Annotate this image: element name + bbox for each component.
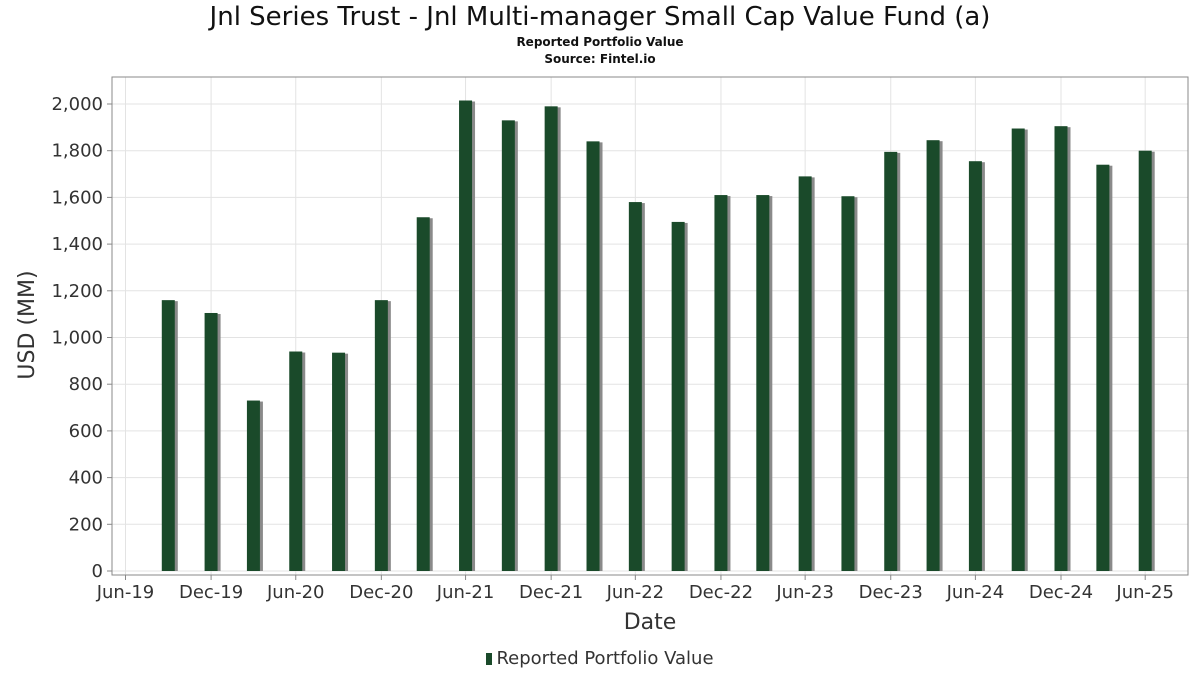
x-tick-label: Dec-20 bbox=[349, 582, 413, 603]
chart-subtitle: Reported Portfolio Value bbox=[516, 35, 684, 49]
bar bbox=[459, 100, 473, 571]
x-tick-label: Jun-22 bbox=[606, 582, 665, 603]
plot-area bbox=[111, 76, 1189, 576]
bar bbox=[671, 221, 685, 572]
bar bbox=[586, 141, 600, 572]
y-tick-label: 1,400 bbox=[51, 234, 103, 255]
bar bbox=[756, 195, 770, 571]
x-tick-label: Dec-22 bbox=[689, 582, 753, 603]
y-tick-label: 1,800 bbox=[51, 141, 103, 162]
legend-swatch bbox=[486, 653, 493, 665]
bar bbox=[1054, 126, 1068, 572]
bar bbox=[968, 161, 982, 571]
y-tick-label: 1,600 bbox=[51, 187, 103, 208]
bar bbox=[332, 352, 346, 571]
legend-label: Reported Portfolio Value bbox=[496, 648, 714, 669]
bar bbox=[416, 217, 430, 571]
y-tick-label: 1,200 bbox=[51, 281, 103, 302]
bar bbox=[798, 176, 812, 571]
x-tick-label: Jun-24 bbox=[946, 582, 1005, 603]
legend: Reported Portfolio Value bbox=[0, 648, 1200, 669]
bar bbox=[884, 151, 898, 571]
bar bbox=[1096, 164, 1110, 571]
bar bbox=[246, 400, 260, 571]
x-tick-label: Dec-19 bbox=[179, 582, 243, 603]
bar bbox=[841, 196, 855, 572]
chart-source: Source: Fintel.io bbox=[544, 52, 656, 66]
bar bbox=[1011, 128, 1025, 571]
bars bbox=[161, 100, 1155, 572]
bar bbox=[501, 120, 515, 571]
y-tick-label: 200 bbox=[69, 514, 103, 535]
x-tick-label: Jun-19 bbox=[96, 582, 155, 603]
x-tick-label: Jun-21 bbox=[436, 582, 495, 603]
y-tick-label: 0 bbox=[92, 561, 103, 582]
bar bbox=[544, 106, 558, 572]
x-tick-label: Dec-21 bbox=[519, 582, 583, 603]
y-axis-ticks: 0 200 400 600 800 1,000 1,200 1,400 1,600 1,800 2,… bbox=[51, 94, 112, 582]
chart-title: Jnl Series Trust - Jnl Multi-manager Sma… bbox=[209, 2, 991, 32]
x-tick-label: Dec-23 bbox=[859, 582, 923, 603]
bar bbox=[161, 300, 175, 571]
x-tick-label: Dec-24 bbox=[1029, 582, 1093, 603]
bar bbox=[628, 202, 642, 571]
bar bbox=[926, 140, 940, 571]
y-tick-label: 1,000 bbox=[51, 328, 103, 349]
bar bbox=[1138, 150, 1152, 571]
x-axis-ticks: Jun-19 Dec-19 Jun-20 Dec-20 Jun-21 Dec-21 Jun-… bbox=[96, 575, 1174, 603]
x-axis-label: Date bbox=[624, 610, 677, 635]
bar bbox=[374, 300, 388, 571]
y-tick-label: 400 bbox=[69, 468, 103, 489]
y-tick-label: 800 bbox=[69, 374, 103, 395]
x-tick-label: Jun-23 bbox=[775, 582, 834, 603]
x-tick-label: Jun-20 bbox=[266, 582, 325, 603]
x-tick-label: Jun-25 bbox=[1115, 582, 1174, 603]
y-tick-label: 600 bbox=[69, 421, 103, 442]
y-tick-label: 2,000 bbox=[51, 94, 103, 115]
bar bbox=[289, 351, 303, 571]
bar bbox=[714, 195, 728, 571]
y-axis-label: USD (MM) bbox=[15, 270, 40, 379]
bar bbox=[204, 312, 218, 571]
